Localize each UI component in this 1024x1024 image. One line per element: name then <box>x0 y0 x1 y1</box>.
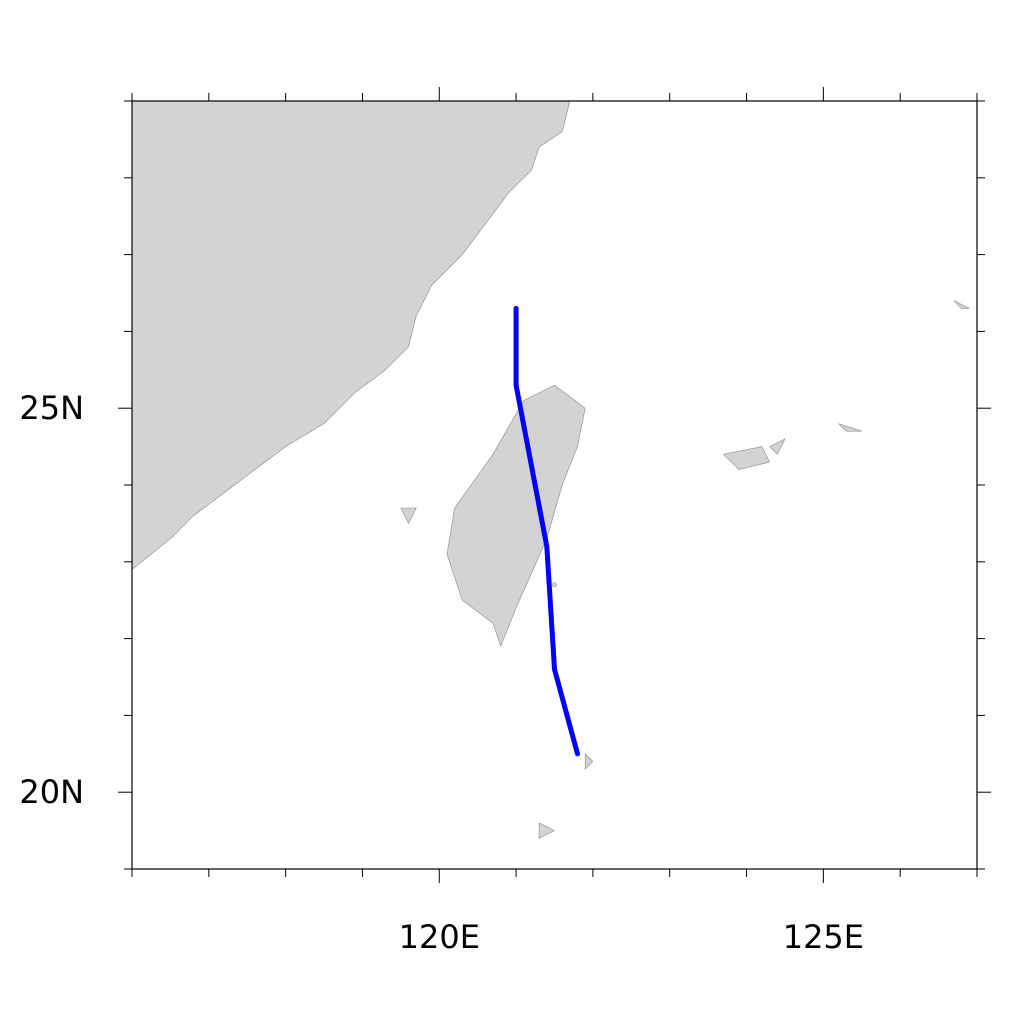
x-tick-label: 120E <box>399 918 480 956</box>
land-green-island <box>552 582 557 588</box>
land-mainland-china <box>131 100 571 571</box>
land-ryukyu-miyako <box>838 423 862 432</box>
land-batanes <box>584 753 594 770</box>
tick-layer <box>118 87 991 883</box>
label-layer: 120E 125E 20N 25N <box>19 389 864 956</box>
land-penghu <box>400 507 417 525</box>
land-taiwan <box>446 384 586 648</box>
land-ryukyu-iriomote <box>722 446 771 470</box>
land-babuyan <box>538 822 556 839</box>
x-tick-label: 125E <box>783 918 864 956</box>
y-tick-label: 20N <box>19 773 84 811</box>
track-layer <box>513 305 580 757</box>
y-tick-label: 25N <box>19 389 84 427</box>
land-okinawa-tip <box>953 300 970 309</box>
land-layer <box>131 100 970 839</box>
land-ryukyu-ishigaki <box>769 438 786 455</box>
storm-track-line <box>513 305 580 757</box>
